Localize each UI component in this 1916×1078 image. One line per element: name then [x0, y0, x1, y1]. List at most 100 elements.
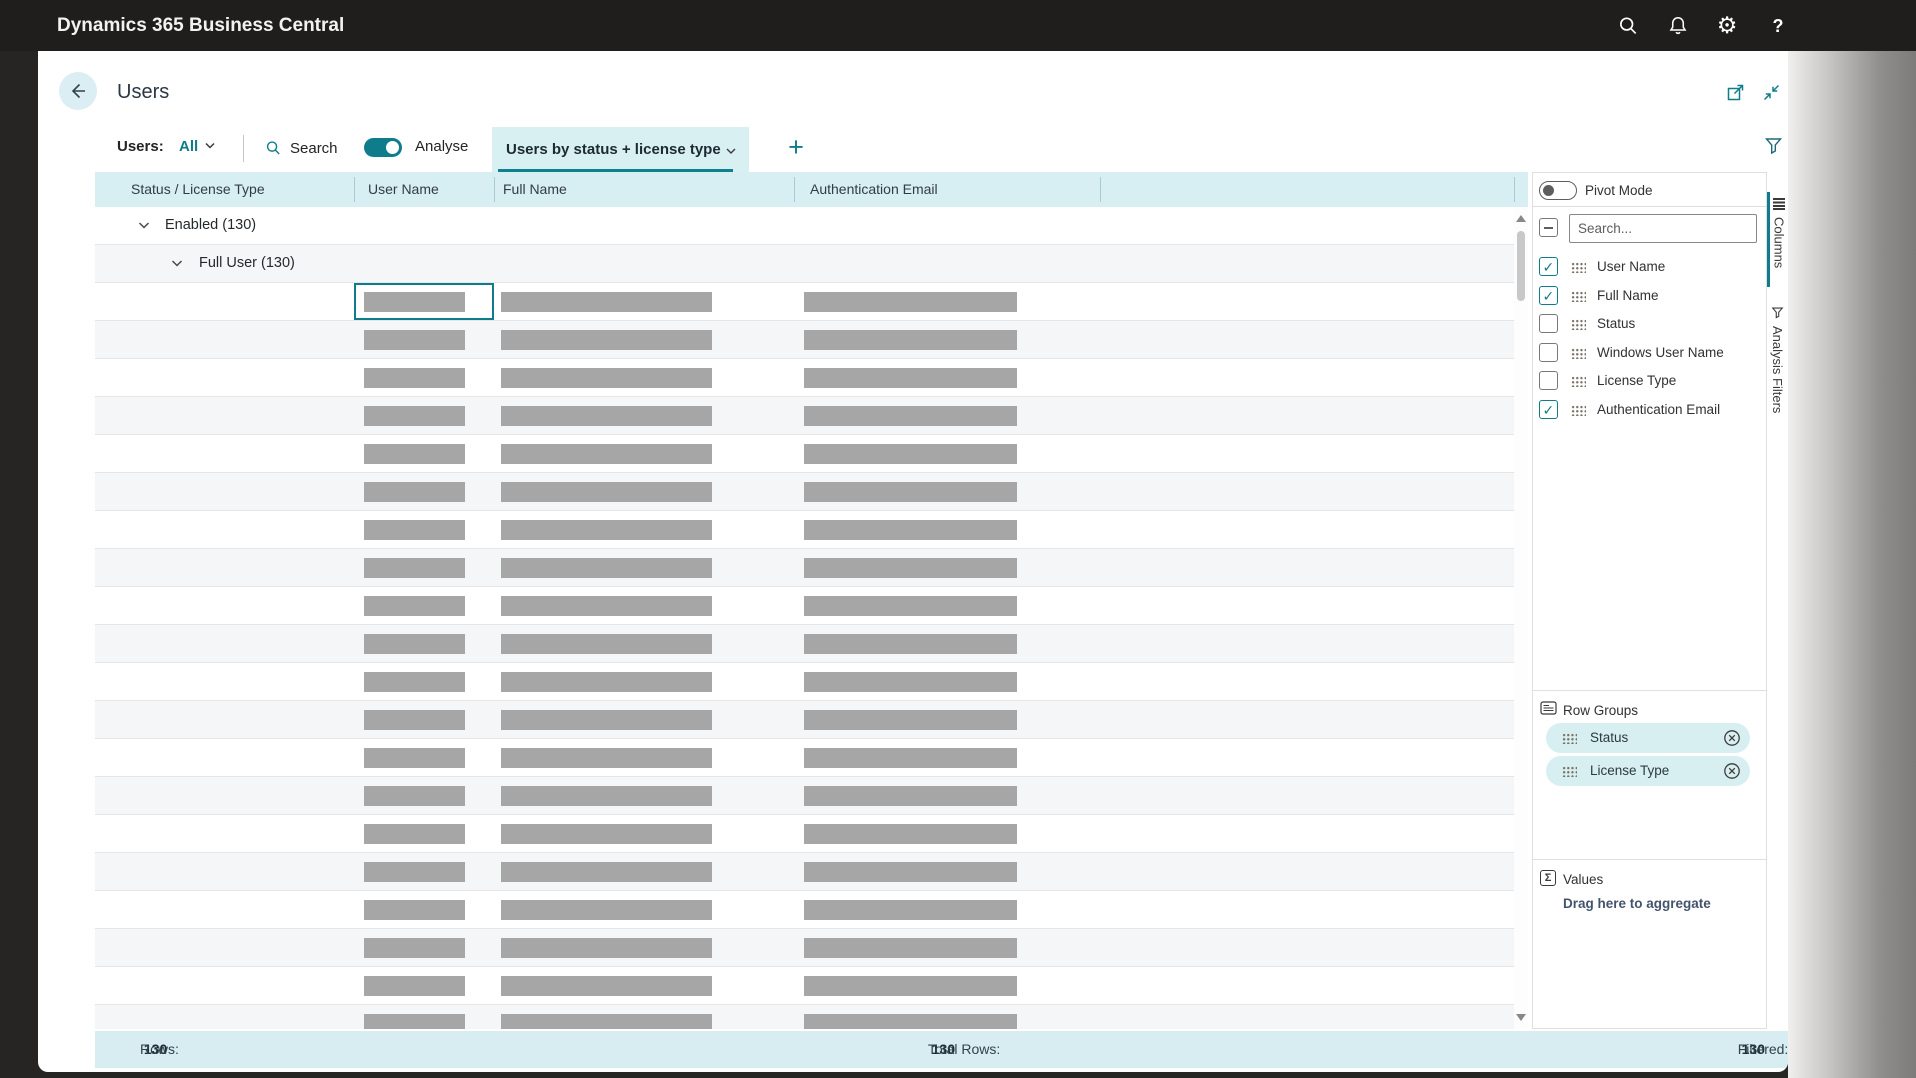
back-button[interactable]	[59, 72, 97, 110]
redacted-full-name	[501, 330, 712, 350]
row-group-chip[interactable]: Status	[1546, 723, 1750, 753]
table-row[interactable]	[95, 473, 1514, 511]
redacted-auth-email	[804, 900, 1017, 920]
notifications-bell-icon[interactable]	[1667, 15, 1689, 37]
field-row[interactable]: Full Name	[1533, 282, 1766, 311]
analyse-label: Analyse	[415, 138, 469, 155]
field-checkbox[interactable]	[1539, 285, 1558, 305]
table-row[interactable]	[95, 435, 1514, 473]
table-row[interactable]	[95, 777, 1514, 815]
table-row[interactable]	[95, 891, 1514, 929]
column-divider	[1100, 177, 1101, 202]
table-row[interactable]	[95, 625, 1514, 663]
table-row[interactable]	[95, 815, 1514, 853]
field-checkbox[interactable]	[1539, 314, 1558, 333]
drag-grip-icon[interactable]	[1571, 347, 1586, 359]
search-icon	[266, 141, 280, 155]
remove-chip-icon[interactable]	[1723, 762, 1741, 780]
table-row[interactable]	[95, 587, 1514, 625]
drag-grip-icon[interactable]	[1571, 376, 1586, 387]
table-row[interactable]	[95, 967, 1514, 1005]
redacted-user-name	[364, 558, 465, 578]
field-row[interactable]: User Name	[1533, 253, 1766, 282]
selected-cell[interactable]	[354, 283, 494, 320]
chip-label: Status	[1590, 730, 1629, 745]
add-analysis-tab-button[interactable]: +	[788, 132, 804, 162]
table-row[interactable]	[95, 321, 1514, 359]
scrollbar-thumb[interactable]	[1517, 231, 1525, 301]
field-row[interactable]: Authentication Email	[1533, 396, 1766, 425]
redacted-full-name	[501, 672, 712, 692]
field-checkbox[interactable]	[1539, 342, 1558, 362]
table-row[interactable]	[95, 701, 1514, 739]
remove-chip-icon[interactable]	[1723, 729, 1741, 747]
pivot-mode-toggle[interactable]	[1539, 181, 1577, 200]
redacted-auth-email	[804, 368, 1017, 388]
filter-funnel-icon[interactable]	[1764, 136, 1784, 156]
chevron-down-icon	[171, 260, 183, 267]
drag-grip-icon[interactable]	[1571, 319, 1586, 330]
redacted-auth-email	[804, 482, 1017, 502]
table-row[interactable]	[95, 663, 1514, 701]
column-header-full-name[interactable]: Full Name	[503, 181, 567, 197]
field-checkbox[interactable]	[1539, 371, 1558, 390]
total-rows-count: Total Rows: 130	[927, 1041, 1001, 1057]
table-row[interactable]	[95, 739, 1514, 777]
redacted-auth-email	[804, 824, 1017, 844]
scroll-up-arrow-icon[interactable]	[1516, 215, 1526, 222]
redacted-full-name	[501, 368, 712, 388]
table-row[interactable]	[95, 929, 1514, 967]
tab-analysis-filters[interactable]: Analysis Filters	[1767, 300, 1788, 460]
search-icon[interactable]	[1617, 15, 1639, 37]
group-row-enabled[interactable]: Enabled (130)	[95, 207, 1514, 245]
scroll-down-arrow-icon[interactable]	[1516, 1014, 1526, 1021]
column-header-auth-email[interactable]: Authentication Email	[810, 181, 938, 197]
grid-rows: Enabled (130) Full User (130)	[95, 207, 1514, 1029]
settings-gear-icon[interactable]: ⚙	[1716, 12, 1738, 38]
table-row[interactable]	[95, 283, 1514, 321]
drag-grip-icon[interactable]	[1571, 404, 1586, 416]
redacted-full-name	[501, 444, 712, 464]
redacted-auth-email	[804, 406, 1017, 426]
field-checkbox[interactable]	[1539, 257, 1558, 276]
redacted-full-name	[501, 292, 712, 312]
group-row-full-user[interactable]: Full User (130)	[95, 245, 1514, 283]
status-bar: Rows: 130 Total Rows: 130 Filtered: 130	[95, 1031, 1788, 1068]
chevron-down-icon	[205, 142, 215, 149]
table-row[interactable]	[95, 359, 1514, 397]
field-row[interactable]: Status	[1533, 310, 1766, 339]
drag-grip-icon[interactable]	[1562, 733, 1577, 744]
table-row[interactable]	[95, 853, 1514, 891]
analyse-toggle[interactable]	[364, 138, 402, 157]
redacted-auth-email	[804, 672, 1017, 692]
field-row[interactable]: Windows User Name	[1533, 339, 1766, 368]
field-checkbox[interactable]	[1539, 399, 1558, 419]
open-in-new-window-icon[interactable]	[1726, 83, 1745, 102]
scope-dropdown[interactable]: All	[179, 138, 216, 155]
vertical-scrollbar[interactable]	[1514, 207, 1528, 1029]
search-button[interactable]: Search	[265, 135, 338, 162]
analysis-tab[interactable]: Users by status + license type	[492, 127, 749, 172]
redacted-auth-email	[804, 748, 1017, 768]
page-title: Users	[117, 81, 170, 103]
row-group-chip[interactable]: License Type	[1546, 756, 1750, 786]
table-row[interactable]	[95, 1005, 1514, 1029]
table-row[interactable]	[95, 397, 1514, 435]
select-all-checkbox[interactable]	[1539, 218, 1558, 237]
drag-grip-icon[interactable]	[1571, 262, 1586, 273]
table-row[interactable]	[95, 549, 1514, 587]
column-header-status-license[interactable]: Status / License Type	[131, 181, 265, 197]
help-icon[interactable]: ?	[1772, 16, 1784, 36]
drag-grip-icon[interactable]	[1562, 766, 1577, 777]
collapse-icon[interactable]	[1762, 83, 1781, 102]
drag-grip-icon[interactable]	[1571, 290, 1586, 302]
redacted-user-name	[364, 520, 465, 540]
column-header-user-name[interactable]: User Name	[368, 181, 439, 197]
redacted-auth-email	[804, 596, 1017, 616]
tab-columns[interactable]: Columns	[1767, 192, 1788, 287]
table-row[interactable]	[95, 511, 1514, 549]
field-row[interactable]: License Type	[1533, 367, 1766, 396]
field-label: Full Name	[1597, 287, 1659, 303]
field-search-input[interactable]	[1569, 214, 1757, 243]
